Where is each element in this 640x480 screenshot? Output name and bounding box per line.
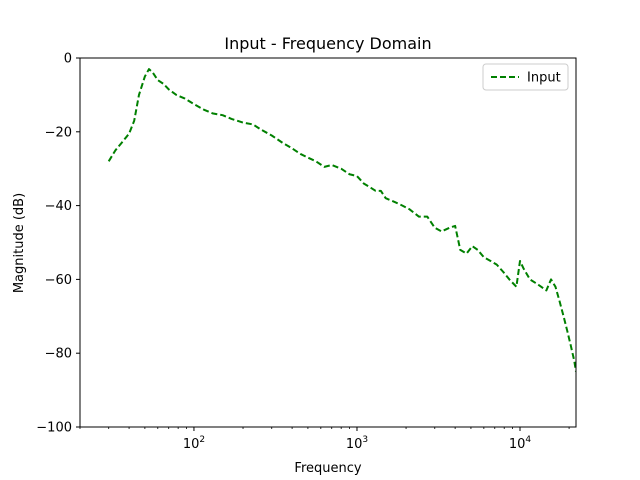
legend: Input: [482, 63, 569, 91]
x-tick-label: 103: [346, 435, 368, 452]
x-tick-label: 102: [183, 435, 205, 452]
legend-box: [482, 63, 569, 91]
plot-area: 0 −20 −40 −60 −80 −100 102 103 104 Input: [36, 52, 577, 452]
y-tick-label: −100: [36, 421, 72, 436]
x-tick-label: 104: [509, 435, 532, 452]
y-tick-label: −80: [45, 347, 72, 362]
y-tick-label: −20: [45, 125, 72, 140]
axes-frame: [79, 57, 577, 428]
series-line-input: [107, 68, 576, 372]
y-axis-label: Magnitude (dB): [12, 193, 27, 293]
y-tick-label: 0: [64, 52, 72, 67]
chart-title: Input - Frequency Domain: [224, 34, 431, 53]
x-axis-label: Frequency: [294, 461, 361, 476]
legend-label: Input: [527, 71, 561, 86]
y-tick-label: −60: [45, 273, 72, 288]
y-tick-label: −40: [45, 199, 72, 214]
